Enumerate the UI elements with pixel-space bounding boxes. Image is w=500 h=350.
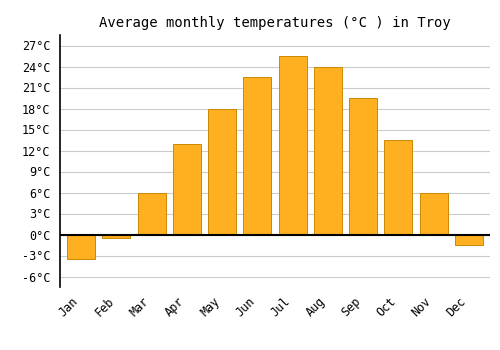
Bar — [349, 98, 377, 234]
Bar — [67, 234, 95, 259]
Bar — [102, 234, 130, 238]
Bar — [384, 140, 412, 234]
Bar — [138, 193, 166, 235]
Bar — [314, 66, 342, 234]
Bar — [173, 144, 201, 235]
Bar — [455, 234, 483, 245]
Bar — [244, 77, 272, 235]
Bar — [420, 193, 448, 235]
Bar — [208, 108, 236, 234]
Title: Average monthly temperatures (°C ) in Troy: Average monthly temperatures (°C ) in Tr… — [99, 16, 451, 30]
Bar — [278, 56, 306, 234]
